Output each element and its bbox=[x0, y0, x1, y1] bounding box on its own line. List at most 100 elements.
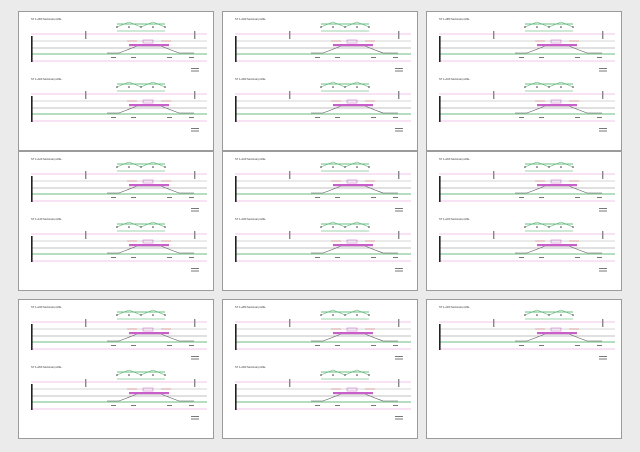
annotation-mark bbox=[371, 405, 376, 406]
node-marker bbox=[116, 374, 118, 376]
annotation-mark bbox=[131, 57, 136, 58]
node-marker bbox=[344, 374, 346, 376]
reference-post bbox=[493, 91, 495, 99]
reference-post bbox=[289, 319, 291, 327]
reference-post bbox=[493, 231, 495, 239]
grade-line bbox=[107, 393, 194, 402]
cross-section-profile: ST 1+080 Sectional profile bbox=[439, 17, 615, 72]
node-marker bbox=[572, 166, 574, 168]
annotation-mark bbox=[315, 117, 320, 118]
node-marker bbox=[164, 26, 166, 28]
annotation-mark bbox=[597, 257, 602, 258]
annotation-mark bbox=[315, 257, 320, 258]
sheet-stamp bbox=[395, 270, 403, 272]
node-marker bbox=[332, 86, 334, 88]
node-marker bbox=[356, 374, 358, 376]
platform-tag bbox=[346, 239, 358, 244]
drawing-sheet[interactable]: ST 1+160 Sectional profile ST 1+180 Secti… bbox=[222, 151, 418, 291]
annotation-mark bbox=[131, 405, 136, 406]
annotation-mark bbox=[189, 117, 194, 118]
annotation-mark bbox=[111, 257, 116, 258]
cross-section-profile: ST 1+320 Sectional profile bbox=[439, 305, 615, 360]
elevation-axis bbox=[31, 36, 33, 62]
profile-title: ST 1+020 Sectional profile bbox=[31, 77, 62, 81]
reference-post bbox=[85, 231, 87, 239]
node-marker bbox=[140, 166, 142, 168]
reference-post bbox=[85, 91, 87, 99]
profile-title: ST 1+040 Sectional profile bbox=[235, 17, 266, 21]
annotation-mark bbox=[597, 197, 602, 198]
node-marker bbox=[128, 26, 130, 28]
node-marker bbox=[560, 86, 562, 88]
annotation-mark bbox=[131, 117, 136, 118]
platform-tag bbox=[550, 327, 562, 332]
grade-line bbox=[311, 105, 398, 114]
reference-post bbox=[398, 171, 400, 179]
profile-title: ST 1+080 Sectional profile bbox=[439, 17, 470, 21]
drawing-sheet[interactable]: ST 1+240 Sectional profile ST 1+260 Secti… bbox=[18, 299, 214, 439]
annotation-mark bbox=[189, 405, 194, 406]
annotation-mark bbox=[519, 257, 524, 258]
node-marker bbox=[152, 86, 154, 88]
node-marker bbox=[536, 26, 538, 28]
annotation-mark bbox=[111, 57, 116, 58]
annotation-mark bbox=[167, 117, 172, 118]
drawing-sheet[interactable]: ST 1+080 Sectional profile ST 1+100 Secti… bbox=[426, 11, 622, 151]
sheet-stamp bbox=[191, 130, 199, 132]
sheet-stamp bbox=[395, 268, 403, 269]
grade-line bbox=[311, 393, 398, 402]
platform-tag bbox=[142, 387, 154, 392]
grade-line bbox=[107, 45, 194, 54]
reference-post bbox=[289, 31, 291, 39]
node-marker bbox=[152, 166, 154, 168]
reference-post bbox=[194, 31, 196, 39]
drawing-sheet[interactable]: ST 1+280 Sectional profile ST 1+300 Secti… bbox=[222, 299, 418, 439]
reference-post bbox=[289, 231, 291, 239]
reference-post bbox=[289, 379, 291, 387]
grade-line bbox=[107, 105, 194, 114]
reference-post bbox=[602, 171, 604, 179]
sheet-stamp bbox=[395, 210, 403, 212]
cross-section-profile: ST 1+100 Sectional profile bbox=[439, 77, 615, 132]
annotation-mark bbox=[371, 345, 376, 346]
platform-deck bbox=[129, 104, 169, 107]
profile-title: ST 1+280 Sectional profile bbox=[235, 305, 266, 309]
sheet-stamp bbox=[191, 358, 199, 360]
node-marker bbox=[344, 226, 346, 228]
sheet-stamp bbox=[599, 130, 607, 132]
sheet-drawing: ST 1+160 Sectional profile ST 1+180 Secti… bbox=[235, 157, 411, 272]
node-marker bbox=[536, 166, 538, 168]
annotation-mark bbox=[167, 197, 172, 198]
drawing-sheet[interactable]: ST 1+200 Sectional profile ST 1+220 Secti… bbox=[426, 151, 622, 291]
platform-tag bbox=[142, 327, 154, 332]
node-marker bbox=[152, 226, 154, 228]
annotation-mark bbox=[393, 257, 398, 258]
node-marker bbox=[356, 314, 358, 316]
reference-post bbox=[85, 171, 87, 179]
drawing-sheet[interactable]: ST 1+040 Sectional profile ST 1+060 Secti… bbox=[222, 11, 418, 151]
profile-title: ST 1+220 Sectional profile bbox=[439, 217, 470, 221]
profile-title: ST 1+320 Sectional profile bbox=[439, 305, 470, 309]
drawing-sheet[interactable]: ST 1+000 Sectional profile ST 1+020 Secti… bbox=[18, 11, 214, 151]
sheet-stamp bbox=[599, 270, 607, 272]
annotation-mark bbox=[131, 345, 136, 346]
profile-title: ST 1+120 Sectional profile bbox=[31, 157, 62, 161]
cross-section-profile: ST 1+140 Sectional profile bbox=[31, 217, 207, 272]
sheet-drawing: ST 1+080 Sectional profile ST 1+100 Secti… bbox=[439, 17, 615, 132]
annotation-mark bbox=[393, 345, 398, 346]
grade-line bbox=[107, 245, 194, 254]
annotation-mark bbox=[539, 57, 544, 58]
elevation-axis bbox=[439, 236, 441, 262]
cross-section-profile: ST 1+300 Sectional profile bbox=[235, 365, 411, 420]
annotation-mark bbox=[167, 405, 172, 406]
node-marker bbox=[560, 26, 562, 28]
drawing-sheet[interactable]: ST 1+320 Sectional profile bbox=[426, 299, 622, 439]
annotation-mark bbox=[111, 197, 116, 198]
annotation-mark bbox=[335, 117, 340, 118]
annotation-mark bbox=[519, 117, 524, 118]
profile-title: ST 1+260 Sectional profile bbox=[31, 365, 62, 369]
node-marker bbox=[560, 166, 562, 168]
drawing-sheet[interactable]: ST 1+120 Sectional profile ST 1+140 Secti… bbox=[18, 151, 214, 291]
annotation-mark bbox=[189, 197, 194, 198]
node-marker bbox=[152, 314, 154, 316]
